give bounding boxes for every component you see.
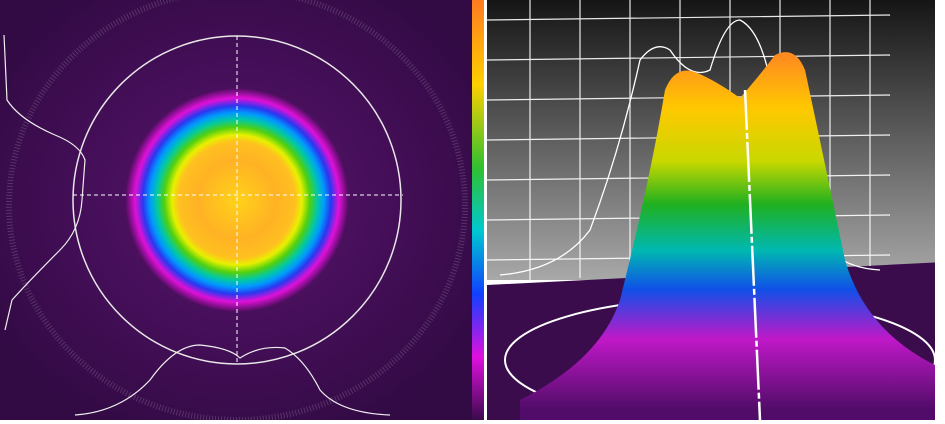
profile-horizontal bbox=[74, 344, 391, 416]
aperture-ring bbox=[6, 0, 468, 423]
beam-surface bbox=[520, 52, 935, 421]
separator bbox=[484, 0, 487, 420]
cut-line bbox=[743, 89, 762, 421]
profile-vertical bbox=[3, 34, 86, 331]
right-edge bbox=[935, 0, 945, 420]
color-bar bbox=[472, 0, 484, 420]
